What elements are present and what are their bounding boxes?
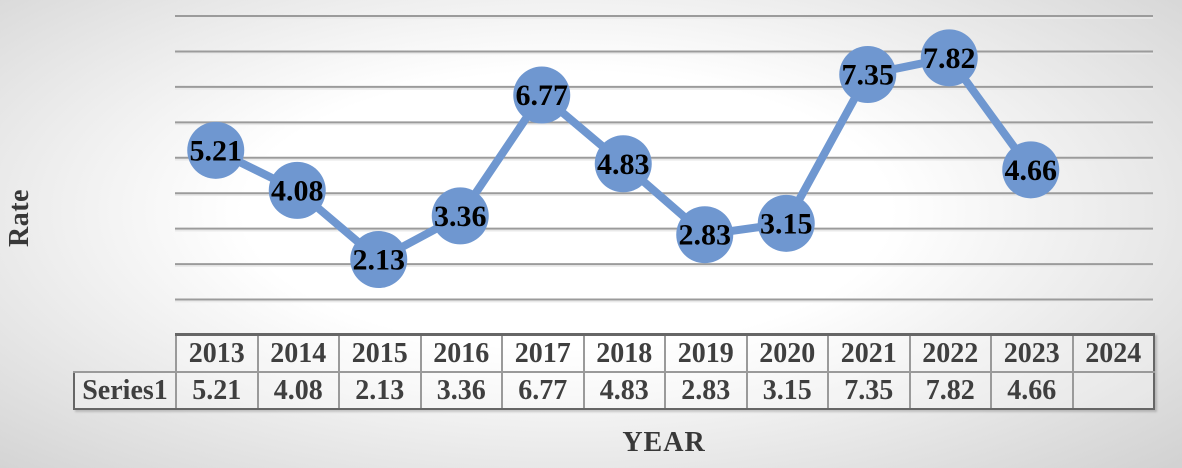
year-header: 2014: [256, 333, 340, 373]
value-cell: 4.08: [256, 371, 340, 410]
value-cell: 7.82: [908, 371, 992, 410]
data-point-marker[interactable]: [676, 206, 734, 264]
year-header: 2017: [501, 333, 585, 373]
data-point-label: 5.21: [190, 134, 243, 167]
x-axis-title: YEAR: [622, 427, 706, 458]
data-point-label: 7.35: [842, 58, 895, 91]
data-point-label: 3.36: [434, 200, 487, 233]
year-header: 2013: [175, 333, 259, 373]
data-point-marker[interactable]: [757, 194, 815, 252]
value-cell: 3.15: [745, 371, 829, 410]
data-point-label: 2.13: [353, 244, 406, 277]
plot-area: 5.21 4.08 2.13 3.36 6.77 4.83 2.83 3.15 7.35 7.82…: [175, 0, 1153, 335]
data-point-label: 7.82: [923, 42, 976, 75]
data-point-marker[interactable]: [594, 135, 652, 193]
value-cell: 7.35: [827, 371, 911, 410]
data-point-marker[interactable]: [1002, 141, 1060, 199]
value-cell: 4.66: [990, 371, 1074, 410]
data-table: 2013 2014 2015 2016 2017 2018 2019 2020 …: [73, 333, 1155, 410]
series-svg: 5.21 4.08 2.13 3.36 6.77 4.83 2.83 3.15 7.35 7.82…: [175, 15, 1153, 303]
year-header: 2023: [990, 333, 1074, 373]
year-header: 2016: [419, 333, 503, 373]
value-cell: 2.13: [338, 371, 422, 410]
year-header: 2022: [908, 333, 992, 373]
year-header: 2021: [827, 333, 911, 373]
data-point-label: 4.83: [597, 148, 650, 181]
year-header: 2024: [1071, 333, 1155, 373]
value-cell: 2.83: [664, 371, 748, 410]
year-header: 2020: [745, 333, 829, 373]
year-header: 2015: [338, 333, 422, 373]
data-point-marker[interactable]: [187, 121, 245, 179]
data-point-marker[interactable]: [513, 66, 571, 124]
value-cell: 6.77: [501, 371, 585, 410]
table-corner-blank: [74, 335, 176, 373]
value-cell: 5.21: [175, 371, 259, 410]
data-point-marker[interactable]: [431, 187, 489, 245]
series-name-cell: Series1: [73, 371, 177, 410]
y-axis-title: Rate: [4, 189, 35, 247]
data-point-marker[interactable]: [920, 29, 978, 87]
data-point-label: 6.77: [516, 79, 569, 112]
data-point-label: 3.15: [760, 207, 813, 240]
value-cell: [1071, 371, 1155, 410]
data-point-marker[interactable]: [268, 161, 326, 219]
data-point-marker[interactable]: [839, 45, 897, 103]
year-header: 2018: [582, 333, 666, 373]
value-cell: 4.83: [582, 371, 666, 410]
table-series-row: Series1 5.21 4.08 2.13 3.36 6.77 4.83 2.…: [73, 371, 1155, 410]
data-point-label: 2.83: [679, 219, 732, 252]
table-header-row: 2013 2014 2015 2016 2017 2018 2019 2020 …: [74, 333, 1155, 373]
data-point-label: 4.08: [271, 174, 324, 207]
value-cell: 3.36: [419, 371, 503, 410]
data-point-label: 4.66: [1005, 154, 1058, 187]
data-point-marker[interactable]: [350, 231, 408, 289]
year-header: 2019: [664, 333, 748, 373]
